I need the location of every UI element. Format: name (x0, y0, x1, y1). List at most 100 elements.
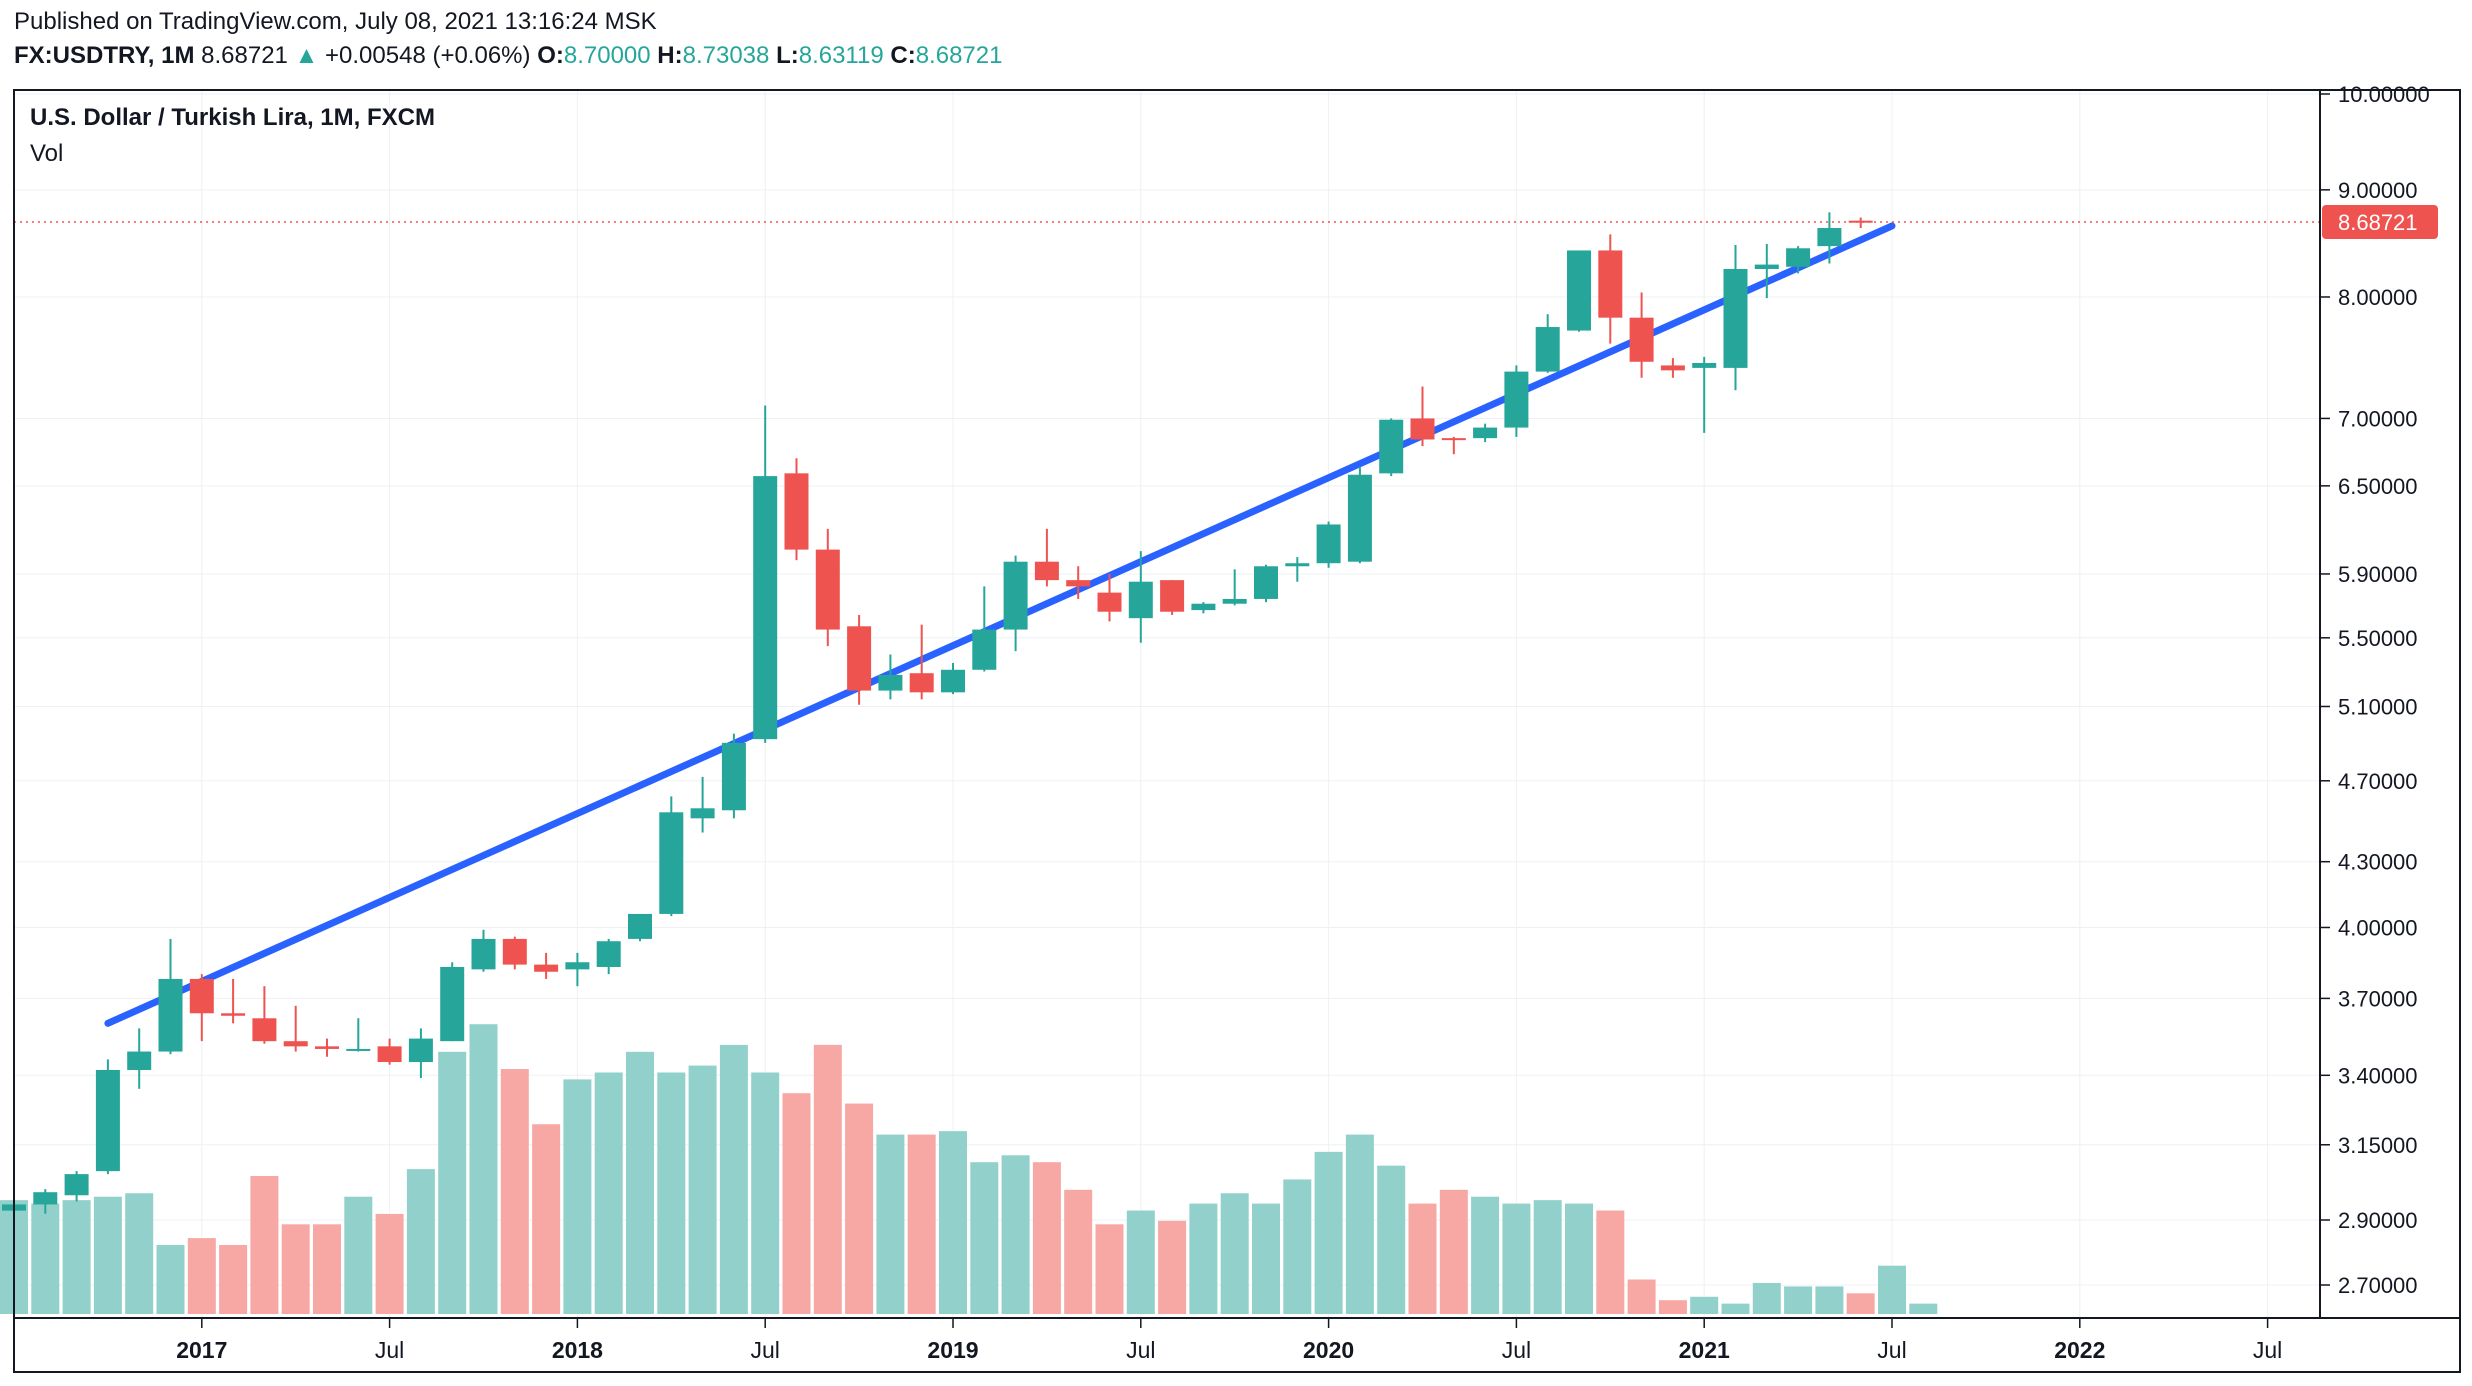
volume-bar (1314, 1151, 1343, 1314)
volume-bar (1408, 1203, 1437, 1314)
volume-bar (375, 1213, 404, 1314)
candle-body (1347, 474, 1372, 562)
candle-body (1848, 220, 1873, 223)
close-label: C: (890, 42, 916, 69)
candle-body (189, 978, 214, 1014)
open-label: O: (537, 42, 564, 69)
last-price-badge (2322, 205, 2438, 240)
volume-bar (1752, 1282, 1781, 1314)
candle-body (1066, 580, 1091, 587)
price-tick-label: 2.90000 (2338, 1208, 2418, 1233)
published-line: Published on TradingView.com, July 08, 2… (14, 8, 657, 35)
price-tick-label: 10.00000 (2338, 82, 2430, 107)
volume-bar (62, 1200, 91, 1314)
low-label: L: (776, 42, 799, 69)
volume-label[interactable]: Vol (30, 140, 64, 167)
series-title[interactable]: U.S. Dollar / Turkish Lira, 1M, FXCM (30, 104, 435, 131)
volume-bar (1064, 1189, 1093, 1314)
time-tick-label: Jul (1502, 1337, 1531, 1363)
price-tick-label: 6.50000 (2338, 474, 2418, 499)
time-tick-label: 2021 (1679, 1337, 1730, 1363)
price-tick-label: 3.40000 (2338, 1063, 2418, 1088)
price-tick-label: 9.00000 (2338, 178, 2418, 203)
candle-body (909, 673, 934, 693)
candle-body (565, 962, 590, 970)
candle-body (1598, 250, 1623, 318)
candle-body (1660, 365, 1685, 371)
candle-body (471, 938, 496, 970)
time-tick-label: Jul (2253, 1337, 2282, 1363)
candle-body (721, 742, 746, 811)
grid (14, 90, 2320, 1318)
chart-frame (13, 89, 2461, 1373)
price-tick-label: 8.00000 (2338, 285, 2418, 310)
volume-bar (344, 1196, 373, 1314)
candle-body (847, 626, 872, 691)
volume-bar (1001, 1155, 1030, 1314)
candle-body (815, 549, 840, 630)
outer-frame (13, 89, 2461, 1373)
candle-body (784, 473, 809, 550)
candle-body (252, 1018, 277, 1042)
volume-bar (657, 1072, 686, 1314)
high-value: 8.73038 (682, 42, 770, 69)
volume-bar (1815, 1286, 1844, 1314)
candle-body (1285, 563, 1310, 567)
ohlc-line: FX:USDTRY, 1M 8.68721 ▲ +0.00548 (+0.06%… (14, 42, 1002, 70)
volume-bar (1565, 1203, 1593, 1314)
last-price: 8.68721 (201, 42, 288, 69)
volume-bar (907, 1134, 936, 1314)
volume-bar (688, 1065, 717, 1314)
price-axis[interactable]: 10.00000 9.00000 8.00000 7.00000 6.50000 5.90… (2320, 82, 2438, 1298)
candle-body (127, 1051, 152, 1070)
candles (2, 212, 2320, 1217)
low-value: 8.63119 (798, 42, 884, 69)
volume-bar (1658, 1300, 1687, 1314)
candle-body (1441, 438, 1466, 441)
volume-bar (1690, 1296, 1719, 1314)
price-tick-label: 5.10000 (2338, 694, 2418, 719)
volume-bar (1283, 1179, 1312, 1314)
candle-body (64, 1174, 89, 1196)
candle-body (1754, 264, 1779, 269)
volume-bar (1909, 1303, 1938, 1314)
volume-bar (594, 1072, 623, 1314)
time-axis[interactable]: 2017 Jul 2018 Jul 2019 Jul 2020 Jul 2021 Jul 2022 J… (176, 1318, 2282, 1363)
candle-body (1222, 598, 1247, 604)
volume-bar (438, 1051, 467, 1314)
trendline[interactable] (104, 222, 1896, 1027)
up-arrow-icon: ▲ (294, 42, 319, 69)
volume-bar (93, 1196, 122, 1314)
time-tick-label: 2019 (927, 1337, 978, 1363)
volume-bar (1627, 1279, 1656, 1314)
volume-bars (0, 1024, 1938, 1314)
volume-bar (281, 1224, 310, 1314)
volume-bar (1439, 1189, 1468, 1314)
candle-body (377, 1046, 402, 1063)
last-price-badge-label: 8.68721 (2338, 210, 2418, 235)
price-tick-label: 3.70000 (2338, 986, 2418, 1011)
volume-bar (469, 1024, 498, 1314)
candle-body (1410, 418, 1435, 440)
candle-body (315, 1046, 339, 1049)
candle-body (690, 808, 715, 819)
time-tick-label: Jul (750, 1337, 779, 1363)
volume-bar (1784, 1286, 1813, 1314)
time-tick-label: 2020 (1303, 1337, 1354, 1363)
candle-body (1473, 427, 1498, 439)
trendline-group[interactable] (104, 222, 1896, 1027)
price-tick-label: 4.00000 (2338, 915, 2418, 940)
candle-body (753, 476, 778, 740)
volume-bar (751, 1072, 780, 1314)
volume-bar (406, 1169, 435, 1314)
candle-body (659, 812, 684, 914)
candle-body (33, 1192, 58, 1205)
price-tick-label: 4.30000 (2338, 850, 2418, 875)
volume-bar (31, 1203, 60, 1314)
volume-bar (1220, 1193, 1249, 1314)
price-tick-label: 4.70000 (2338, 769, 2418, 794)
symbol[interactable]: FX:USDTRY, 1M (14, 42, 195, 69)
candle-body (158, 978, 183, 1052)
time-tick-label: Jul (1877, 1337, 1906, 1363)
